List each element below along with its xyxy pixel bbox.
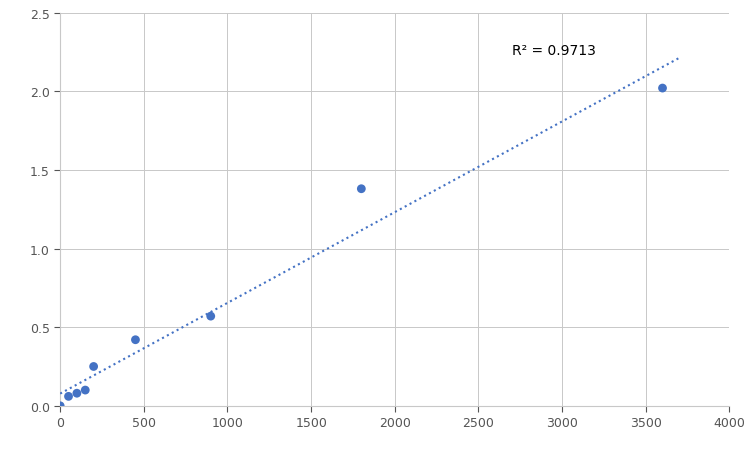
Point bbox=[656, 85, 669, 92]
Point bbox=[62, 393, 74, 400]
Point bbox=[87, 363, 99, 370]
Point bbox=[355, 186, 367, 193]
Text: R² = 0.9713: R² = 0.9713 bbox=[512, 43, 596, 57]
Point bbox=[205, 313, 217, 320]
Point bbox=[71, 390, 83, 397]
Point bbox=[129, 336, 141, 344]
Point bbox=[54, 402, 66, 410]
Point bbox=[79, 387, 91, 394]
